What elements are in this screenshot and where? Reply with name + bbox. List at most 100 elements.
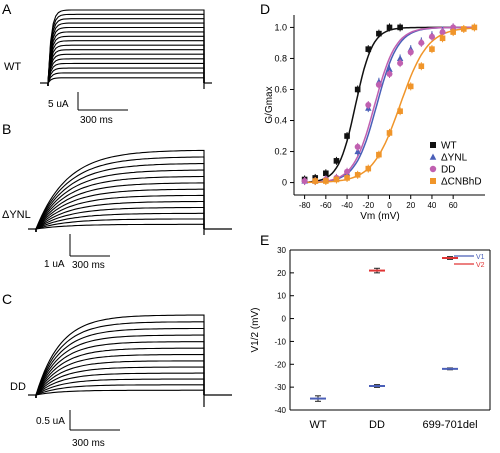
- current-trace: [47, 22, 205, 86]
- current-trace: [35, 366, 205, 398]
- data-point-square: [333, 158, 340, 164]
- data-point-circle: [407, 49, 414, 56]
- category-labels-e: WT DD 699-701del: [309, 419, 477, 431]
- data-point-circle: [386, 70, 393, 77]
- legend-label: DD: [441, 165, 455, 176]
- current-trace: [47, 9, 205, 86]
- data-point-square: [376, 151, 382, 158]
- x-tick-label-d: 40: [427, 201, 436, 210]
- scale-label-time-c: 300 ms: [72, 438, 105, 449]
- current-trace: [47, 58, 205, 86]
- current-trace: [35, 314, 205, 398]
- y-axis-label-e: V1/2 (mV): [250, 307, 261, 352]
- x-tick-label-d: -40: [341, 201, 353, 210]
- data-point-circle: [354, 143, 361, 150]
- x-tick-label-d: 0: [387, 201, 392, 210]
- data-point-square: [439, 35, 446, 42]
- current-trace: [35, 194, 205, 232]
- current-trace: [35, 347, 205, 398]
- x-tick-label-d: -20: [362, 201, 374, 210]
- data-point-square: [386, 130, 393, 136]
- scale-label-current-b: 1 uA: [44, 259, 65, 270]
- data-point-circle: [365, 102, 372, 108]
- current-trace: [47, 40, 205, 86]
- current-trace: [47, 26, 205, 86]
- y-tick-label-e: -20: [274, 360, 286, 369]
- current-trace: [35, 218, 205, 232]
- data-point-square: [323, 178, 329, 184]
- scale-label-time-b: 300 ms: [72, 260, 105, 271]
- trace-label-dynl: ΔYNL: [2, 209, 31, 221]
- data-point-square: [354, 86, 361, 93]
- legend-marker: [429, 165, 437, 173]
- y-tick-label-e: 20: [277, 269, 286, 278]
- current-trace: [35, 223, 205, 232]
- current-trace: [47, 44, 205, 86]
- data-point-square: [323, 170, 329, 177]
- data-point-square: [429, 46, 435, 52]
- scale-label-time-a: 300 ms: [80, 115, 113, 126]
- current-trace: [47, 72, 205, 86]
- x-ticks-d: -80 -60 -40 -20 0 20 40 60: [299, 195, 458, 210]
- data-points-d: [301, 23, 478, 186]
- current-trace: [47, 13, 205, 86]
- category-label: DD: [369, 419, 385, 431]
- legend-label: WT: [441, 141, 457, 152]
- legend-marker: [430, 142, 436, 148]
- legend-label-e: V1: [476, 254, 485, 261]
- data-point-circle: [301, 178, 308, 185]
- vhalf-plot: -40 -30 -20 -10 0 10 20 30 WT DD 699-701del V1/2 …: [250, 246, 491, 431]
- data-point-square: [354, 172, 361, 178]
- data-point-triangle: [386, 65, 393, 72]
- panel-label-a: A: [2, 1, 12, 17]
- data-point-circle: [439, 29, 446, 36]
- trace-group-dynl: [28, 149, 232, 235]
- current-trace: [35, 389, 205, 398]
- category-label: WT: [309, 419, 326, 431]
- current-trace: [47, 53, 205, 86]
- current-trace: [35, 327, 205, 398]
- data-point-circle: [397, 60, 404, 67]
- category-label: 699-701del: [422, 419, 477, 431]
- data-points-e: [310, 256, 458, 402]
- panel-label-d: D: [260, 1, 270, 17]
- current-trace: [47, 18, 205, 86]
- y-tick-label-e: 30: [277, 246, 286, 255]
- data-point-square: [397, 108, 403, 115]
- data-point-square: [418, 63, 425, 70]
- scale-label-current-a: 5 uA: [48, 99, 69, 110]
- data-point-triangle: [354, 148, 361, 155]
- current-trace: [47, 35, 205, 86]
- fit-curve: [302, 26, 477, 184]
- current-trace: [35, 341, 205, 398]
- current-trace: [35, 353, 205, 398]
- x-tick-label-d: 20: [406, 201, 415, 210]
- data-point-circle: [375, 81, 382, 88]
- y-tick-label-d: 1.0: [274, 22, 287, 32]
- trace-label-dd: DD: [10, 381, 26, 393]
- current-trace: [35, 182, 205, 232]
- fit-curves-d: [302, 26, 477, 184]
- current-trace: [47, 49, 205, 86]
- data-point-square: [344, 133, 350, 139]
- current-trace: [35, 212, 205, 232]
- trace-group-dd: [28, 314, 232, 407]
- y-axis-label-d: G/Gmax: [264, 86, 275, 123]
- current-traces-dynl: ΔYNL 1 uA 300 ms: [2, 149, 232, 271]
- current-trace: [35, 384, 205, 398]
- current-trace: [35, 156, 205, 232]
- data-point-triangle: [396, 54, 404, 62]
- current-trace: [47, 67, 205, 86]
- current-trace: [35, 378, 205, 398]
- current-trace: [35, 169, 205, 232]
- data-point-square: [365, 165, 372, 172]
- current-trace: [35, 206, 205, 232]
- y-tick-label-d: 0.8: [274, 53, 287, 63]
- panel-label-e: E: [260, 232, 269, 248]
- panel-label-c: C: [2, 291, 12, 307]
- data-point-circle: [344, 168, 351, 175]
- data-point-square: [312, 178, 319, 184]
- current-trace: [35, 200, 205, 232]
